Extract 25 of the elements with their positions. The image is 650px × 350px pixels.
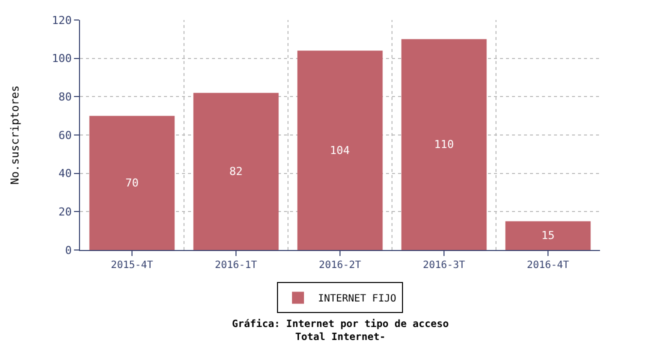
data-label: 104 xyxy=(330,144,350,157)
y-tick-label: 80 xyxy=(58,90,72,104)
x-tick-label: 2016-4T xyxy=(526,260,570,271)
data-label: 82 xyxy=(229,164,243,178)
y-tick-label: 60 xyxy=(58,128,72,142)
bar xyxy=(297,50,383,250)
data-label: 15 xyxy=(541,229,555,242)
x-tick-label: 2015-4T xyxy=(110,260,154,271)
bar xyxy=(193,92,279,250)
y-axis-title: No.suscriptores xyxy=(8,85,22,185)
data-label: 70 xyxy=(125,176,139,190)
text: Gráfica: Internet por tipo de acceso Total Internet- xyxy=(232,318,449,343)
y-tick-label: 20 xyxy=(58,206,72,219)
bar xyxy=(89,116,175,250)
data-label: 110 xyxy=(434,138,454,152)
x-tick-label: 2016-3T xyxy=(422,260,466,271)
x-tick-label: 2016-1T xyxy=(214,260,258,271)
bar xyxy=(401,39,487,250)
legend-label: INTERNET FIJO xyxy=(318,294,396,305)
y-tick-label: 120 xyxy=(52,14,72,27)
x-tick-label: 2016-2T xyxy=(318,260,362,271)
y-tick-label: 0 xyxy=(65,244,72,257)
bar xyxy=(505,221,591,250)
y-tick-label: 40 xyxy=(58,167,72,180)
y-tick-label: 100 xyxy=(52,52,72,66)
